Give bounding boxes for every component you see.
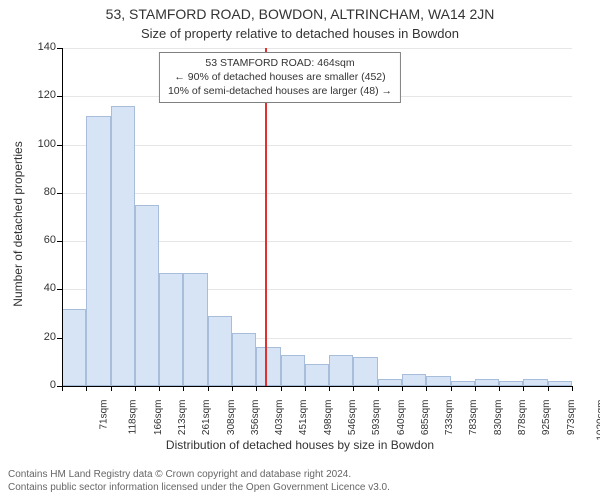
x-tick-mark — [475, 386, 476, 391]
x-tick-label: 925sqm — [541, 400, 552, 436]
x-tick-label: 356sqm — [250, 400, 261, 436]
histogram-bar — [426, 376, 450, 386]
x-tick-label: 166sqm — [153, 400, 164, 436]
x-tick-label: 451sqm — [299, 400, 310, 436]
histogram-bar — [305, 364, 329, 386]
y-tick-label: 20 — [16, 331, 56, 343]
y-tick-label: 40 — [16, 282, 56, 294]
y-tick-label: 80 — [16, 186, 56, 198]
x-tick-mark — [232, 386, 233, 391]
chart-subtitle: Size of property relative to detached ho… — [0, 26, 600, 41]
x-tick-label: 71sqm — [99, 400, 110, 430]
plot-area: 53 STAMFORD ROAD: 464sqm← 90% of detache… — [62, 48, 572, 386]
y-axis-line — [62, 48, 63, 386]
y-tick-label: 100 — [16, 138, 56, 150]
x-tick-label: 783sqm — [469, 400, 480, 436]
x-tick-label: 973sqm — [566, 400, 577, 436]
annotation-line: ← 90% of detached houses are smaller (45… — [168, 70, 392, 84]
x-tick-mark — [353, 386, 354, 391]
chart-container: 53, STAMFORD ROAD, BOWDON, ALTRINCHAM, W… — [0, 0, 600, 500]
x-axis-line — [62, 386, 572, 387]
x-tick-label: 1020sqm — [595, 400, 600, 441]
x-tick-mark — [256, 386, 257, 391]
histogram-bar — [475, 379, 499, 386]
histogram-bar — [402, 374, 426, 386]
histogram-bar — [111, 106, 135, 386]
x-tick-mark — [62, 386, 63, 391]
y-tick-mark — [57, 289, 62, 290]
x-tick-mark — [523, 386, 524, 391]
x-tick-label: 498sqm — [323, 400, 334, 436]
x-tick-label: 213sqm — [177, 400, 188, 436]
annotation-line: 10% of semi-detached houses are larger (… — [168, 84, 392, 98]
x-tick-mark — [281, 386, 282, 391]
x-tick-mark — [305, 386, 306, 391]
histogram-bar — [86, 116, 110, 386]
x-tick-mark — [499, 386, 500, 391]
histogram-bar — [353, 357, 377, 386]
x-tick-mark — [451, 386, 452, 391]
x-tick-label: 261sqm — [201, 400, 212, 436]
gridline — [62, 145, 572, 146]
x-tick-label: 593sqm — [371, 400, 382, 436]
x-tick-label: 733sqm — [444, 400, 455, 436]
histogram-bar — [135, 205, 159, 386]
y-tick-label: 120 — [16, 89, 56, 101]
footer-attribution: Contains HM Land Registry data © Crown c… — [8, 469, 592, 494]
x-tick-label: 830sqm — [493, 400, 504, 436]
y-tick-label: 60 — [16, 234, 56, 246]
x-tick-label: 878sqm — [517, 400, 528, 436]
annotation-line: 53 STAMFORD ROAD: 464sqm — [168, 56, 392, 70]
x-tick-label: 403sqm — [274, 400, 285, 436]
x-tick-mark — [135, 386, 136, 391]
x-tick-label: 685sqm — [420, 400, 431, 436]
x-tick-mark — [378, 386, 379, 391]
x-tick-mark — [183, 386, 184, 391]
y-tick-mark — [57, 338, 62, 339]
x-tick-mark — [329, 386, 330, 391]
y-tick-mark — [57, 48, 62, 49]
y-tick-mark — [57, 193, 62, 194]
histogram-bar — [329, 355, 353, 386]
x-axis-title: Distribution of detached houses by size … — [0, 438, 600, 452]
footer-line2: Contains public sector information licen… — [8, 482, 592, 495]
histogram-bar — [281, 355, 305, 386]
x-tick-label: 640sqm — [396, 400, 407, 436]
y-tick-label: 0 — [16, 379, 56, 391]
x-tick-mark — [572, 386, 573, 391]
x-tick-mark — [426, 386, 427, 391]
y-tick-mark — [57, 145, 62, 146]
histogram-bar — [183, 273, 207, 386]
x-tick-mark — [402, 386, 403, 391]
histogram-bar — [62, 309, 86, 386]
y-tick-mark — [57, 96, 62, 97]
histogram-bar — [523, 379, 547, 386]
x-tick-label: 118sqm — [128, 400, 139, 435]
histogram-bar — [256, 347, 280, 386]
x-tick-mark — [548, 386, 549, 391]
histogram-bar — [378, 379, 402, 386]
footer-line1: Contains HM Land Registry data © Crown c… — [8, 469, 592, 482]
y-tick-mark — [57, 241, 62, 242]
x-tick-label: 308sqm — [226, 400, 237, 436]
x-tick-mark — [86, 386, 87, 391]
histogram-bar — [232, 333, 256, 386]
page-title: 53, STAMFORD ROAD, BOWDON, ALTRINCHAM, W… — [0, 6, 600, 22]
gridline — [62, 193, 572, 194]
gridline — [62, 48, 572, 49]
y-tick-label: 140 — [16, 41, 56, 53]
annotation-box: 53 STAMFORD ROAD: 464sqm← 90% of detache… — [159, 52, 401, 103]
x-tick-mark — [159, 386, 160, 391]
x-tick-mark — [208, 386, 209, 391]
histogram-bar — [159, 273, 183, 386]
x-tick-mark — [111, 386, 112, 391]
histogram-bar — [208, 316, 232, 386]
x-tick-label: 546sqm — [347, 400, 358, 436]
